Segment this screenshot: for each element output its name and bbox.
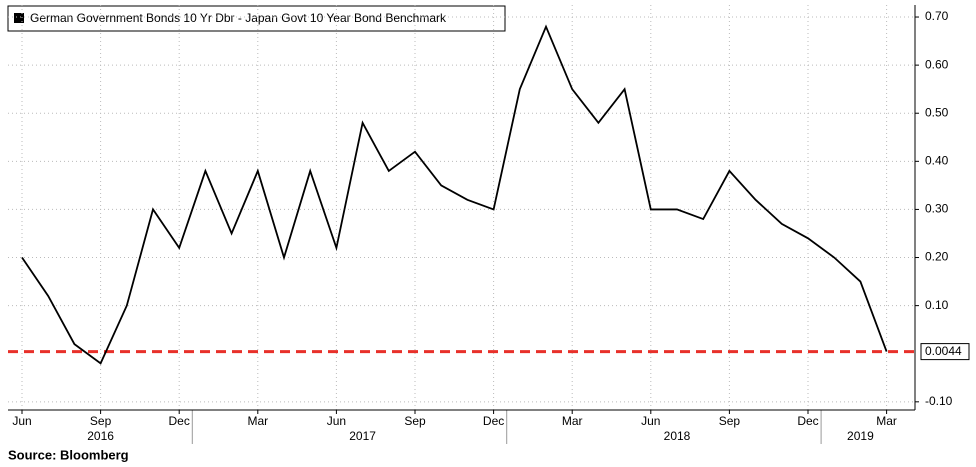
legend-label: German Government Bonds 10 Yr Dbr - Japa…: [30, 11, 447, 25]
y-tick-label: 0.10: [925, 298, 949, 312]
year-label: 2018: [664, 429, 691, 443]
year-label: 2016: [87, 429, 114, 443]
year-label: 2019: [847, 429, 874, 443]
y-tick-label: 0.30: [925, 202, 949, 216]
x-tick-label: Mar: [562, 414, 583, 428]
x-tick-label: Dec: [169, 414, 190, 428]
x-tick-label: Dec: [483, 414, 504, 428]
year-label: 2017: [349, 429, 376, 443]
x-tick-label: Mar: [247, 414, 268, 428]
x-tick-label: Mar: [876, 414, 897, 428]
line-series: [21, 24, 888, 365]
y-tick-label: 0.60: [925, 57, 949, 71]
source: Source: Bloomberg: [8, 447, 129, 462]
reference-label: 0.0044: [925, 344, 962, 358]
legend-swatch: [14, 13, 24, 23]
legend-box: [7, 5, 506, 32]
x-tick-label: Jun: [327, 414, 346, 428]
y-tick-label: 0.50: [925, 105, 949, 119]
x-tick-label: Sep: [719, 414, 741, 428]
reference-label-box: [920, 343, 970, 361]
y-tick-label: -0.10: [925, 394, 953, 408]
y-tick-label: 0.70: [925, 9, 949, 23]
y-tick-label: 0.40: [925, 153, 949, 167]
x-tick-label: Jun: [641, 414, 660, 428]
x-tick-label: Sep: [404, 414, 426, 428]
x-tick-label: Sep: [90, 414, 112, 428]
x-tick-label: Jun: [12, 414, 31, 428]
x-tick-label: Dec: [797, 414, 818, 428]
y-tick-label: 0.20: [925, 250, 949, 264]
